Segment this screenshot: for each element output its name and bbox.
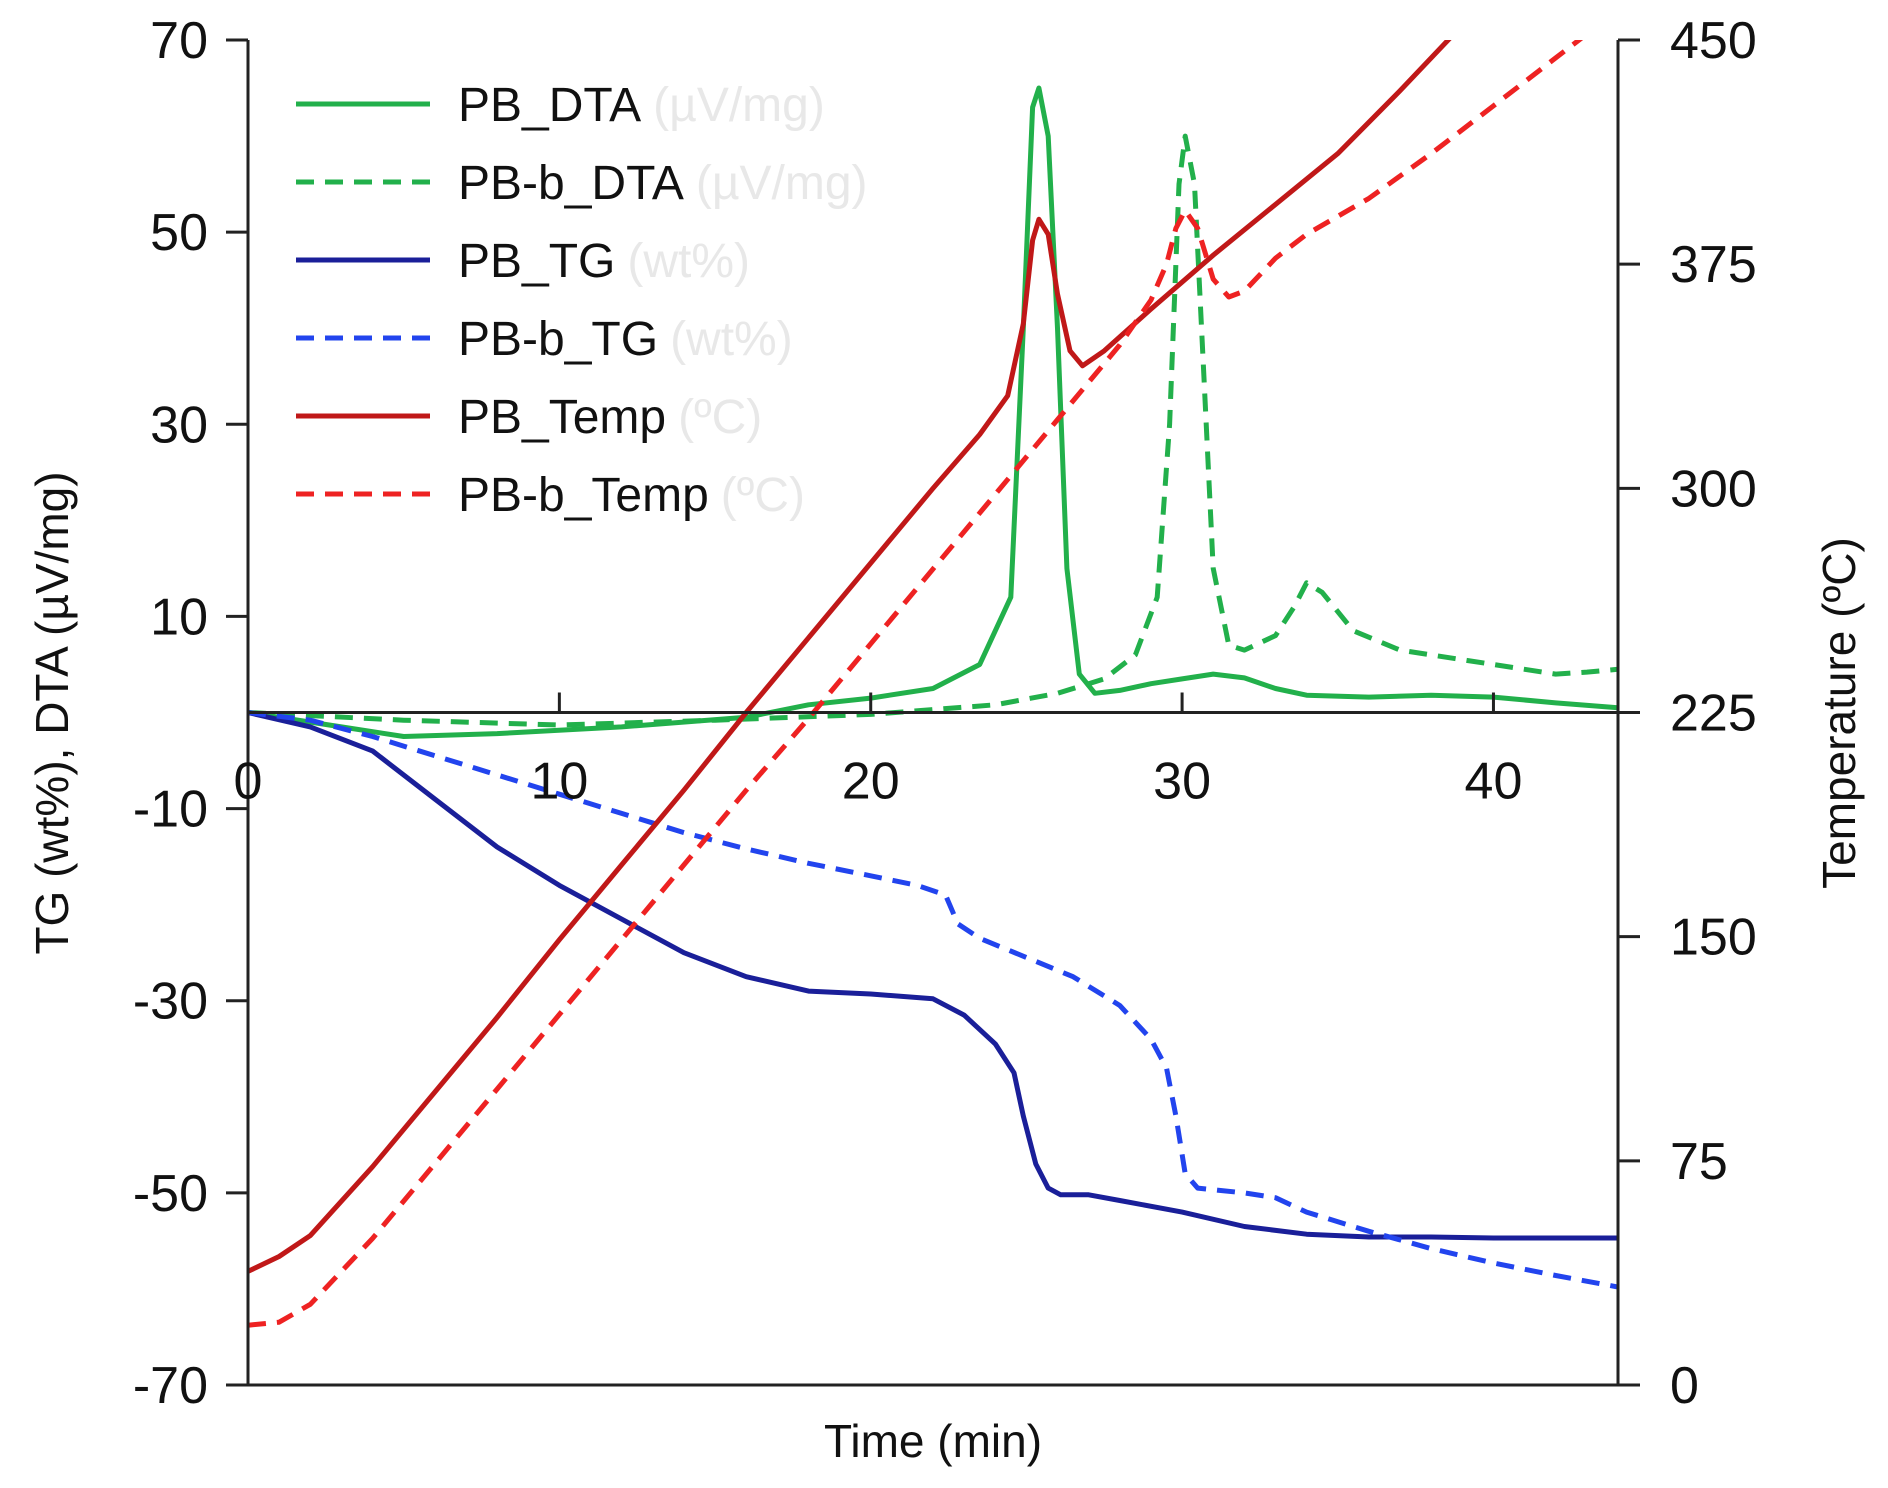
- legend-label-unit: (wt%): [670, 313, 793, 366]
- y-left-tick-label: -50: [133, 1165, 208, 1223]
- x-tick-label: 20: [842, 753, 900, 811]
- y-left-tick-label: 30: [150, 396, 208, 454]
- series-line-pb-dta: [248, 85, 1618, 739]
- legend: PB_DTA (µV/mg)PB-b_DTA (µV/mg)PB_TG (wt%)PB…: [296, 79, 868, 522]
- axes-layer: [246, 40, 1620, 1387]
- legend-label-name: PB-b_TG: [458, 313, 658, 366]
- legend-label: PB_DTA (µV/mg): [458, 79, 825, 132]
- legend-entry: PB-b_TG (wt%): [296, 313, 793, 366]
- legend-label-unit: (µV/mg): [653, 79, 825, 132]
- legend-label-name: PB_DTA: [458, 79, 641, 132]
- y-left-tick-label: 10: [150, 588, 208, 646]
- legend-label-unit: (ºC): [721, 469, 805, 522]
- legend-entry: PB_DTA (µV/mg): [296, 79, 825, 132]
- x-tick-label: 30: [1153, 753, 1211, 811]
- y-left-tick-label: -30: [133, 973, 208, 1031]
- y-axis-left-label: TG (wt%), DTA (µV/mg): [26, 471, 78, 954]
- legend-entry: PB_Temp (ºC): [296, 391, 762, 444]
- series-layer: [248, 40, 1618, 1328]
- legend-entry: PB_TG (wt%): [296, 235, 750, 288]
- legend-label-unit: (wt%): [627, 235, 750, 288]
- y-right-tick-label: 375: [1670, 236, 1757, 294]
- x-tick-label: 0: [234, 753, 263, 811]
- y-right-tick-label: 225: [1670, 685, 1757, 743]
- y-right-tick-label: 0: [1670, 1357, 1699, 1415]
- legend-label: PB-b_TG (wt%): [458, 313, 793, 366]
- series-line-pb-b-tg: [248, 710, 1618, 1290]
- legend-label: PB_TG (wt%): [458, 235, 750, 288]
- y-axis-right-label: Temperature (ºC): [1813, 537, 1865, 889]
- series-line-pb-b-temp: [248, 40, 1584, 1328]
- legend-label: PB-b_Temp (ºC): [458, 469, 805, 522]
- series-line-pb-temp: [248, 40, 1452, 1274]
- legend-label: PB-b_DTA (µV/mg): [458, 157, 868, 210]
- y-left-tick-label: 50: [150, 204, 208, 262]
- x-tick-label: 40: [1465, 753, 1523, 811]
- x-tick-label: 10: [530, 753, 588, 811]
- legend-label-name: PB_TG: [458, 235, 615, 288]
- y-left-tick-label: -10: [133, 781, 208, 839]
- series-line-pb-b-dta: [248, 133, 1618, 728]
- legend-entry: PB-b_DTA (µV/mg): [296, 157, 868, 210]
- legend-label-name: PB-b_Temp: [458, 469, 709, 522]
- y-left-tick-label: -70: [133, 1357, 208, 1415]
- y-right-tick-label: 75: [1670, 1133, 1728, 1191]
- legend-label-unit: (ºC): [678, 391, 762, 444]
- legend-label: PB_Temp (ºC): [458, 391, 762, 444]
- legend-entry: PB-b_Temp (ºC): [296, 469, 805, 522]
- ticks-layer: 70 50 30 10 -10 -30 -50 -70 450 375 300 225 150 75 0 0 1…: [133, 12, 1757, 1415]
- y-right-tick-label: 150: [1670, 909, 1757, 967]
- legend-label-name: PB_Temp: [458, 391, 666, 444]
- series-line-pb-tg: [248, 710, 1618, 1241]
- legend-label-unit: (µV/mg): [696, 157, 868, 210]
- legend-label-name: PB-b_DTA: [458, 157, 684, 210]
- y-left-tick-label: 70: [150, 12, 208, 70]
- x-axis-label: Time (min): [824, 1415, 1042, 1467]
- y-right-tick-label: 450: [1670, 12, 1757, 70]
- y-right-tick-label: 300: [1670, 460, 1757, 518]
